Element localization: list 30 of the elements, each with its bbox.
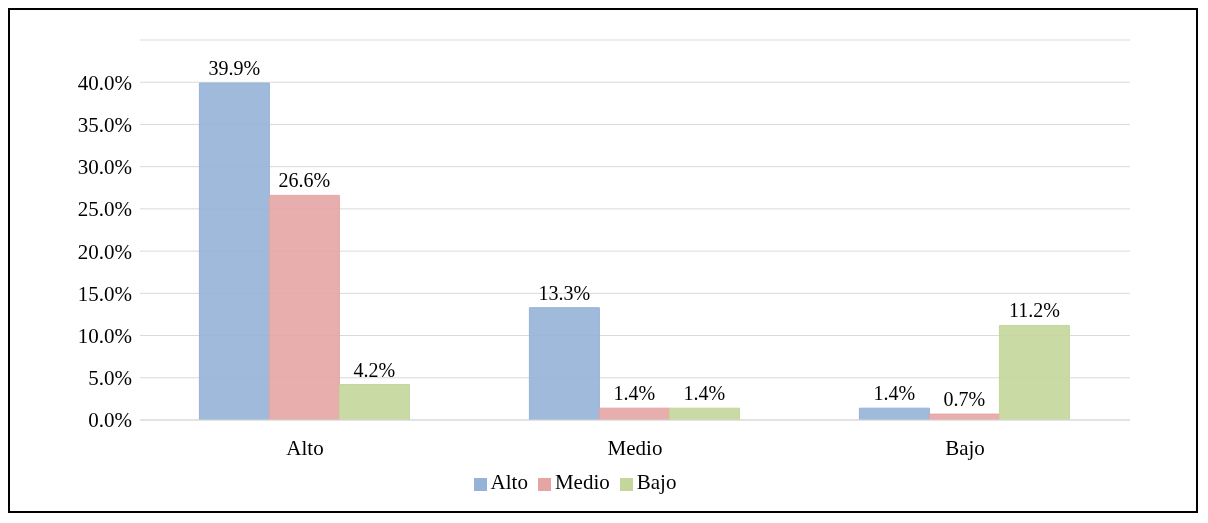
y-tick-label: 35.0% (77, 112, 132, 137)
y-tick-label: 20.0% (77, 239, 132, 264)
data-label: 4.2% (353, 358, 396, 381)
x-tick-label: Bajo (945, 435, 985, 460)
data-label: 26.6% (278, 169, 331, 192)
y-tick-label: 10.0% (77, 324, 132, 349)
x-tick-label: Alto (286, 435, 324, 460)
y-tick-label: 0.0% (88, 408, 132, 433)
legend-label: Medio (554, 470, 610, 494)
y-tick-label: 5.0% (88, 366, 132, 391)
y-tick-label: 40.0% (77, 70, 132, 95)
y-tick-label: 15.0% (77, 281, 132, 306)
bar (528, 307, 600, 420)
legend-label: Alto (490, 470, 528, 494)
data-label: 1.4% (613, 382, 656, 405)
data-label: 0.7% (943, 388, 986, 411)
data-label: 1.4% (683, 382, 726, 405)
data-label: 1.4% (873, 382, 916, 405)
bar (928, 413, 1000, 420)
data-label: 39.9% (208, 57, 261, 80)
bar (268, 194, 340, 420)
y-tick-label: 30.0% (77, 155, 132, 180)
data-label: 13.3% (538, 281, 591, 304)
bar (338, 384, 410, 420)
legend-label: Bajo (636, 470, 677, 494)
bar (198, 82, 270, 420)
y-tick-label: 25.0% (77, 197, 132, 222)
data-label: 11.2% (1008, 299, 1060, 322)
bar (998, 324, 1070, 420)
x-tick-label: Medio (607, 435, 663, 460)
